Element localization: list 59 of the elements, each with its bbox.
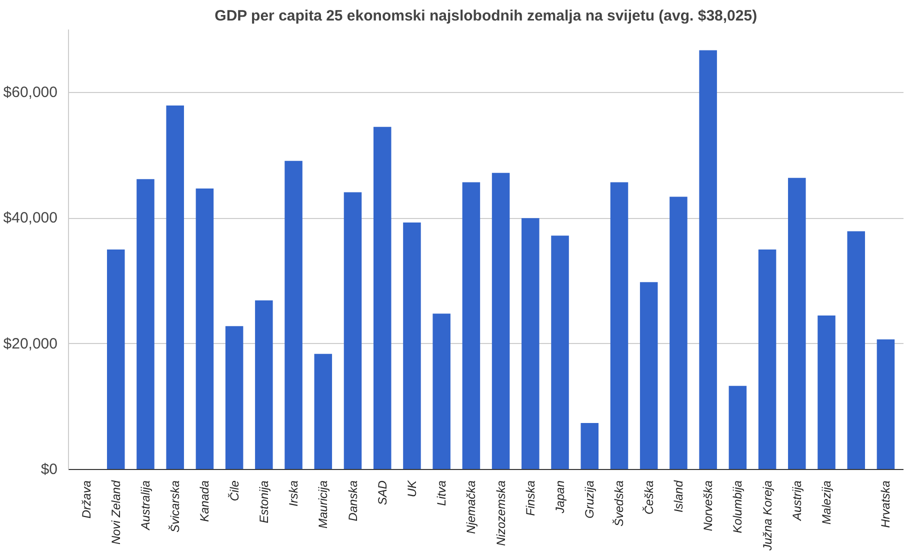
- x-tick-label: Kolumbija: [730, 480, 745, 534]
- bar: [818, 316, 836, 470]
- bar: [728, 386, 747, 470]
- bar: [876, 339, 895, 470]
- bar: [492, 172, 510, 470]
- x-tick-label: Irska: [286, 480, 301, 507]
- y-tick-label: $40,000: [3, 210, 58, 227]
- x-tick-label: Švedska: [612, 480, 626, 527]
- bar: [136, 179, 154, 470]
- y-tick-label: $60,000: [3, 84, 58, 101]
- bar: [788, 178, 806, 470]
- x-tick-label: Hrvatska: [878, 480, 893, 528]
- bar: [580, 422, 599, 470]
- bar: [284, 160, 302, 470]
- x-tick-label: SAD: [375, 480, 390, 506]
- x-tick-label: Finska: [523, 480, 538, 516]
- y-tick-label: $20,000: [3, 335, 58, 352]
- x-tick-label: Čile: [227, 480, 242, 502]
- chart-title: GDP per capita 25 ekonomski najslobodnih zemalja na svijetu (avg. $38,025): [214, 8, 758, 24]
- x-tick-label: Gruzija: [582, 480, 597, 519]
- x-tick-label: Austrija: [790, 480, 804, 522]
- x-tick-label: Nizozemska: [494, 480, 508, 546]
- bar: [166, 106, 184, 470]
- x-tick-label: Mauricija: [316, 480, 330, 529]
- bar: [847, 231, 866, 470]
- bar: [344, 192, 362, 470]
- bar: [670, 196, 688, 470]
- x-tick-label: Novi Zeland: [108, 480, 123, 545]
- x-tick-label: Češka: [642, 480, 656, 515]
- x-tick-label: Država: [79, 480, 94, 519]
- x-tick-label: Japan: [553, 480, 568, 514]
- x-tick-label: Malezija: [820, 480, 834, 525]
- bar: [373, 126, 392, 470]
- bar: [106, 250, 125, 470]
- x-tick-label: Kanada: [198, 480, 212, 522]
- x-tick-label: Njemačka: [464, 480, 478, 534]
- bar: [462, 182, 480, 470]
- bar: [314, 354, 332, 470]
- x-tick-label: Švicarska: [168, 480, 182, 533]
- x-tick-label: Norveška: [701, 480, 716, 532]
- x-tick-label: Litva: [434, 480, 449, 506]
- x-tick-label: Estonija: [256, 480, 271, 524]
- bar: [610, 182, 628, 470]
- y-tick-label: $0: [40, 461, 58, 478]
- bar: [551, 236, 569, 470]
- x-tick-label: Australija: [138, 480, 152, 531]
- bar: [640, 282, 658, 470]
- bar: [432, 314, 450, 470]
- bar: [403, 222, 421, 470]
- x-tick-label: UK: [404, 480, 419, 498]
- bar: [225, 326, 244, 470]
- bar: [522, 218, 540, 470]
- x-tick-label: Južna Koreja: [760, 480, 774, 552]
- bar: [255, 300, 273, 470]
- bar: [196, 188, 214, 470]
- x-tick-label: Island: [671, 480, 686, 513]
- bar: [758, 250, 776, 470]
- bar: [699, 50, 717, 470]
- x-tick-label: Danska: [346, 480, 360, 522]
